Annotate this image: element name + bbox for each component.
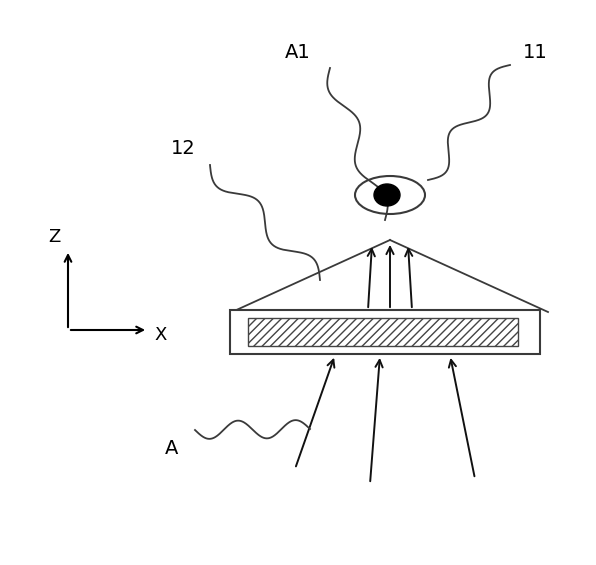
Text: 12: 12 bbox=[170, 138, 195, 158]
Text: A: A bbox=[165, 438, 179, 458]
Text: Z: Z bbox=[48, 228, 60, 246]
Ellipse shape bbox=[374, 184, 400, 206]
Bar bbox=[230, 310, 540, 354]
Ellipse shape bbox=[355, 176, 425, 214]
Text: X: X bbox=[154, 326, 166, 344]
Text: 11: 11 bbox=[523, 42, 547, 62]
Text: A1: A1 bbox=[285, 42, 311, 62]
Bar bbox=[248, 318, 518, 346]
